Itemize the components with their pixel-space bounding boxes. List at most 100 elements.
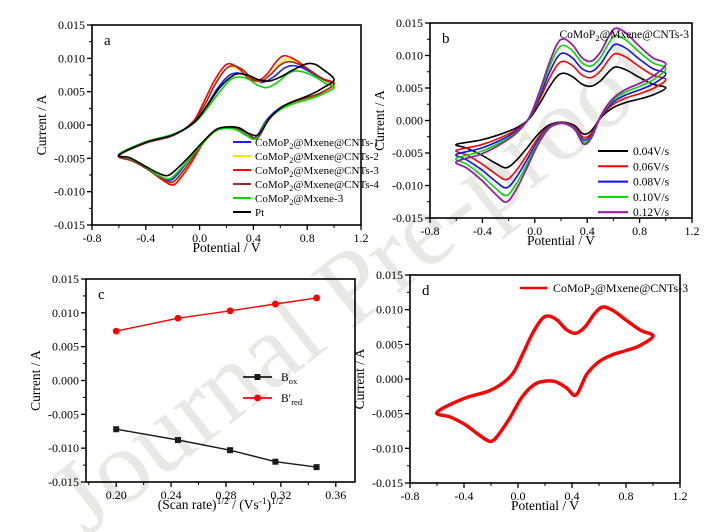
y-tick-label: 0.005 xyxy=(58,85,85,99)
y-tick-label: -0.005 xyxy=(54,151,85,165)
panel-c: 0.20 0.24 0.28 0.32 0.36 -0.015 -0.010 -0.005 0.… xyxy=(28,272,356,512)
y-tick-label: -0.010 xyxy=(392,179,423,193)
legend-label: CoMoP2​@Mxene@CNTs-3 xyxy=(553,281,688,297)
legend-item-b-0: 0.04V/s xyxy=(598,146,670,158)
marker-square xyxy=(227,447,234,454)
legend-item-a-3: CoMoP2​@Mxene@CNTs-4 xyxy=(233,179,379,193)
y-tick-label: -0.010 xyxy=(54,185,85,199)
x-tick-label: -0.4 xyxy=(455,489,474,503)
x-tick-label: 0.28 xyxy=(215,488,236,502)
x-axis-label-b: Potential / V xyxy=(527,233,595,248)
y-tick-label: 0.010 xyxy=(396,49,423,63)
legend-item-b-4: 0.12V/s xyxy=(598,207,670,219)
legend-label: CoMoP2​@Mxene@CNTs-2 xyxy=(255,151,379,165)
legend-item-b-1: 0.06V/s xyxy=(598,161,670,173)
legend-item-a-0: CoMoP2​@Mxene@CNTs-1 xyxy=(233,137,379,151)
legend-item-c-0: Box xyxy=(243,372,298,386)
series-d-0 xyxy=(435,305,655,444)
y-tick-label: 0.015 xyxy=(58,18,85,32)
legend-label: 0.10V/s xyxy=(633,192,670,204)
series-c-1 xyxy=(116,297,317,332)
x-tick-label: 0.8 xyxy=(300,231,315,245)
x-tick-label: 0.36 xyxy=(325,488,346,502)
legend-item-a-5: Pt xyxy=(233,207,264,219)
y-tick-label: 0.000 xyxy=(58,118,85,132)
y-tick-label: -0.005 xyxy=(372,407,403,421)
marker-circle xyxy=(226,307,234,315)
x-tick-label: 0.8 xyxy=(632,224,647,238)
x-tick-label: 1.2 xyxy=(685,224,700,238)
panel-letter-b: b xyxy=(442,31,450,47)
legend-marker xyxy=(254,394,261,402)
series-b-2 xyxy=(455,43,667,189)
x-tick-label: 0.20 xyxy=(106,488,127,502)
panel-letter-c: c xyxy=(98,287,105,303)
legend-label: 0.04V/s xyxy=(633,146,670,158)
y-axis-label-b: Current / A xyxy=(372,90,387,151)
marker-circle xyxy=(112,327,120,335)
series-c-0 xyxy=(116,428,317,468)
marker-circle xyxy=(313,294,320,302)
legend-label: Pt xyxy=(255,207,264,219)
y-tick-label: -0.015 xyxy=(392,211,423,225)
y-tick-label: -0.005 xyxy=(48,407,79,421)
x-tick-label: 0.24 xyxy=(161,488,182,502)
marker-square xyxy=(174,437,181,444)
x-tick-label: 0.0 xyxy=(511,489,526,503)
panel-b: -0.8 -0.4 0.0 0.4 0.8 1.2 -0.015 -0.010 -0.005 0.… xyxy=(372,16,700,248)
plot-frame-c xyxy=(85,278,356,483)
legend-item-a-4: CoMoP2​@Mxene-3 xyxy=(233,193,344,207)
panel-letter-a: a xyxy=(104,33,111,49)
legend-item-d-0: CoMoP2​@Mxene@CNTs-3 xyxy=(520,281,688,297)
y-tick-label: 0.015 xyxy=(52,272,79,286)
panel-letter-d: d xyxy=(422,283,430,299)
y-tick-label: 0.000 xyxy=(52,374,79,388)
legend-item-b-2: 0.08V/s xyxy=(598,177,670,189)
legend-item-a-1: CoMoP2​@Mxene@CNTs-2 xyxy=(233,151,379,165)
x-tick-label: -0.8 xyxy=(83,231,102,245)
series-a-5 xyxy=(117,62,335,177)
legend-label: CoMoP2​@Mxene@CNTs-1 xyxy=(255,137,379,151)
y-tick-label: -0.015 xyxy=(54,218,85,232)
x-tick-label: -0.8 xyxy=(401,489,420,503)
y-tick-label: 0.005 xyxy=(396,81,423,95)
plot-frame-d xyxy=(409,274,681,484)
legend-label: 0.06V/s xyxy=(633,161,670,173)
marker-square xyxy=(272,458,279,465)
y-tick-label: -0.015 xyxy=(48,475,79,489)
annotation-b: CoMoP2​@Mxene@CNTs-3 xyxy=(560,29,690,43)
y-tick-label: -0.010 xyxy=(48,441,79,455)
panel-d: -0.8 -0.4 0.0 0.4 0.8 1.2 -0.015 -0.010 -0.005 0.… xyxy=(352,268,688,513)
plot-frame-b xyxy=(429,22,693,219)
y-tick-label: 0.000 xyxy=(376,372,403,386)
x-tick-label: 1.2 xyxy=(673,489,688,503)
x-tick-label: -0.4 xyxy=(136,231,155,245)
panel-a: -0.8 -0.4 0.0 0.4 0.8 1.2 -0.015 -0.010 -0.005 0.… xyxy=(34,18,379,255)
x-tick-label: 0.8 xyxy=(619,489,634,503)
x-tick-label: -0.4 xyxy=(473,224,492,238)
x-axis-label-d: Potential / V xyxy=(511,498,579,513)
series-b-1 xyxy=(455,52,667,181)
y-tick-label: 0.005 xyxy=(376,337,403,351)
x-tick-label: -0.8 xyxy=(421,224,440,238)
marker-circle xyxy=(174,314,182,322)
series-b-0 xyxy=(455,66,667,169)
x-tick-label: 0.32 xyxy=(270,488,291,502)
x-tick-label: 0.0 xyxy=(527,224,542,238)
legend-label: CoMoP2​@Mxene@CNTs-4 xyxy=(255,179,379,193)
y-axis-label-a: Current / A xyxy=(34,94,49,155)
x-axis-label-c: (Scan rate)1/2 / (Vs-1)1/2 xyxy=(158,497,284,512)
legend-label: Box xyxy=(281,372,298,386)
legend-label: B′red xyxy=(281,393,303,407)
y-tick-label: -0.010 xyxy=(372,441,403,455)
series-b-4 xyxy=(454,27,667,204)
legend-label: CoMoP2​@Mxene@CNTs-3 xyxy=(255,165,379,179)
marker-square xyxy=(113,426,120,433)
x-tick-label: 0.4 xyxy=(580,224,595,238)
marker-circle xyxy=(271,300,279,308)
y-tick-label: 0.000 xyxy=(396,114,423,128)
y-axis-label-c: Current / A xyxy=(28,350,43,411)
series-a-3 xyxy=(117,60,335,184)
